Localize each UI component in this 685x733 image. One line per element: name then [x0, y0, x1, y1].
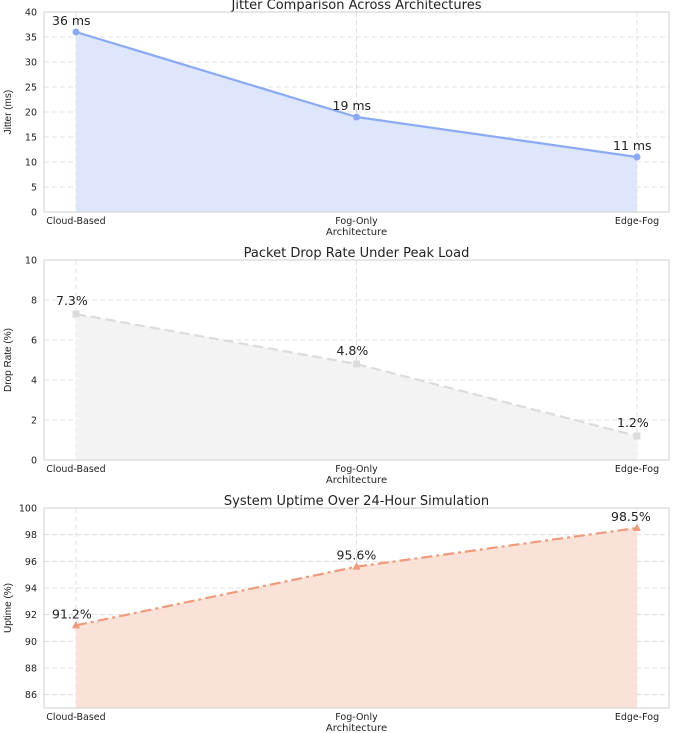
- x-axis-label: Architecture: [326, 227, 387, 238]
- y-axis-label: Jitter (ms): [3, 90, 14, 134]
- y-tick-label: 92: [25, 610, 37, 621]
- plot-frame: [43, 507, 670, 709]
- y-axis-label: Drop Rate (%): [3, 328, 14, 392]
- data-label: 7.3%: [56, 293, 88, 308]
- y-tick-label: 0: [31, 208, 37, 219]
- y-tick-label: 15: [25, 133, 37, 144]
- data-label: 36 ms: [52, 13, 91, 28]
- y-tick-label: 90: [25, 637, 37, 648]
- y-tick-label: 86: [25, 690, 37, 701]
- y-tick-label: 0: [31, 456, 37, 467]
- y-tick-label: 10: [25, 256, 37, 267]
- data-point: [633, 432, 641, 440]
- y-tick-label: 96: [25, 557, 37, 568]
- x-tick-label: Edge-Fog: [615, 216, 659, 227]
- y-tick-label: 94: [25, 584, 37, 595]
- x-tick-label: Fog-Only: [335, 216, 378, 227]
- data-point: [633, 523, 641, 531]
- chart-panel-3: System Uptime Over 24-Hour Simulation 86 8…: [3, 494, 670, 733]
- data-label: 91.2%: [52, 606, 92, 621]
- x-axis-label: Architecture: [326, 475, 387, 486]
- y-tick-label: 88: [25, 664, 37, 675]
- data-label: 11 ms: [613, 138, 652, 153]
- y-tick-label: 5: [31, 183, 37, 194]
- x-tick-label: Cloud-Based: [46, 712, 105, 723]
- chart-panel-2: Packet Drop Rate Under Peak Load 0 2 4 6 8 10 7…: [3, 246, 670, 486]
- plot-frame: [43, 259, 670, 461]
- x-tick-label: Edge-Fog: [615, 712, 659, 723]
- x-tick-label: Fog-Only: [335, 712, 378, 723]
- data-label: 19 ms: [333, 98, 372, 113]
- x-tick-label: Cloud-Based: [46, 464, 105, 475]
- data-point: [72, 620, 80, 629]
- y-tick-label: 6: [31, 336, 37, 347]
- data-label: 4.8%: [337, 343, 369, 358]
- y-tick-label: 98: [25, 530, 37, 541]
- series-area: [76, 528, 637, 708]
- y-tick-label: 2: [31, 416, 37, 427]
- y-tick-label: 30: [25, 58, 37, 69]
- y-tick-label: 10: [25, 158, 37, 169]
- data-point: [353, 360, 360, 368]
- y-tick-label: 4: [31, 376, 37, 387]
- y-tick-label: 35: [25, 33, 37, 44]
- plot-frame: [43, 11, 670, 213]
- chart-title: Packet Drop Rate Under Peak Load: [244, 246, 470, 261]
- data-point: [72, 28, 80, 36]
- data-label: 95.6%: [337, 548, 377, 563]
- chart-panel-1: Jitter Comparison Across Architectures 0 5…: [3, 0, 670, 238]
- chart-title: System Uptime Over 24-Hour Simulation: [224, 494, 489, 509]
- y-tick-label: 40: [25, 8, 37, 19]
- x-axis-label: Architecture: [326, 723, 387, 733]
- y-tick-label: 100: [19, 504, 37, 515]
- y-tick-label: 25: [25, 83, 37, 94]
- x-tick-label: Cloud-Based: [46, 216, 105, 227]
- series-area: [76, 314, 637, 460]
- data-point: [633, 153, 641, 161]
- series-line: [75, 312, 638, 438]
- x-tick-label: Fog-Only: [335, 464, 378, 475]
- series-area: [76, 32, 637, 212]
- y-tick-label: 20: [25, 108, 37, 119]
- data-point: [352, 562, 361, 570]
- x-tick-label: Edge-Fog: [615, 464, 659, 475]
- y-tick-label: 8: [31, 296, 37, 307]
- data-point: [353, 113, 360, 121]
- data-label: 1.2%: [617, 415, 649, 430]
- data-label: 98.5%: [611, 509, 651, 524]
- y-axis-label: Uptime (%): [3, 583, 14, 633]
- chart-title: Jitter Comparison Across Architectures: [231, 0, 482, 13]
- data-point: [72, 310, 80, 318]
